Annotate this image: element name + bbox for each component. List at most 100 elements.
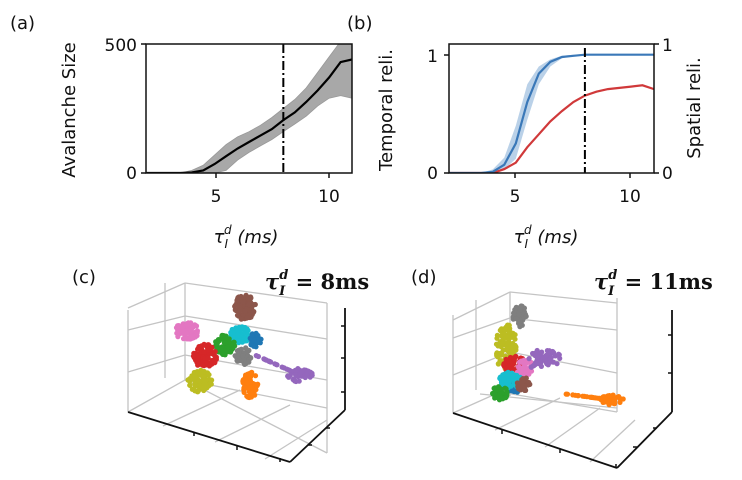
- panel-c-title: τId = 8ms: [265, 268, 369, 299]
- grid-line: [127, 315, 186, 331]
- grid-line: [127, 379, 186, 413]
- scatter-point: [538, 363, 545, 369]
- scatter-point: [233, 354, 239, 360]
- y-right-tick-label: 0: [662, 164, 673, 184]
- grid-line: [184, 379, 328, 454]
- panel-c-scatter: [173, 292, 315, 401]
- scatter-point: [510, 350, 516, 356]
- grid-line: [509, 291, 618, 304]
- scatter-point: [539, 349, 545, 355]
- scatter-point: [523, 313, 529, 319]
- scatter-point: [532, 350, 538, 356]
- scatter-point: [240, 380, 246, 386]
- scatter-point: [218, 346, 224, 352]
- scatter-point: [180, 336, 187, 342]
- cluster-7: [232, 345, 254, 367]
- scatter-point: [246, 301, 252, 307]
- scatter-point: [237, 307, 243, 314]
- scatter-point: [305, 368, 311, 374]
- cluster-1: [240, 369, 261, 401]
- scatter-point: [246, 359, 252, 365]
- scatter-point: [588, 394, 595, 400]
- scatter-point: [611, 401, 618, 407]
- scatter-point: [502, 385, 508, 391]
- scatter-point: [228, 349, 234, 355]
- scatter-point: [251, 337, 257, 343]
- x-tick-label: 10: [318, 187, 340, 207]
- x-tick-label: 10: [619, 187, 641, 207]
- scatter-point: [597, 395, 603, 401]
- cluster-3: [190, 341, 219, 369]
- scatter-point: [195, 353, 201, 359]
- scatter-point: [292, 371, 298, 377]
- scatter-point: [584, 394, 590, 400]
- scatter-point: [234, 331, 241, 338]
- scatter-point: [279, 364, 285, 370]
- scatter-point: [546, 348, 553, 354]
- scatter-point: [518, 369, 524, 375]
- y-tick-label: 0: [126, 164, 137, 184]
- scatter-point: [501, 377, 507, 383]
- scatter-point: [175, 334, 181, 340]
- scatter-point: [521, 383, 528, 389]
- y-right-tick-label: 1: [662, 36, 673, 56]
- cluster-5: [232, 292, 258, 322]
- panel-label-d: (d): [411, 267, 436, 288]
- scatter-point: [541, 354, 547, 360]
- scatter-point: [242, 324, 248, 331]
- scatter-point: [304, 372, 310, 378]
- scatter-point: [241, 389, 247, 395]
- scatter-point: [208, 381, 214, 387]
- scatter-point: [222, 340, 229, 346]
- scatter-point: [196, 377, 202, 384]
- scatter-point: [504, 340, 511, 346]
- axis-line: [289, 409, 346, 463]
- scatter-point: [250, 309, 256, 315]
- scatter-point: [273, 361, 279, 368]
- cluster-8: [185, 367, 215, 395]
- scatter-point: [505, 364, 511, 370]
- scatter-point: [234, 348, 240, 354]
- scatter-point: [200, 369, 206, 375]
- scatter-point: [497, 327, 503, 333]
- scatter-point: [252, 373, 259, 379]
- grid-line: [509, 317, 618, 331]
- scatter-point: [502, 327, 508, 333]
- scatter-point: [187, 382, 193, 388]
- scatter-point: [506, 324, 512, 330]
- scatter-point: [495, 361, 501, 367]
- cluster-2: [212, 332, 238, 358]
- grid-line: [184, 282, 328, 304]
- scatter-point: [511, 333, 517, 339]
- scatter-point: [251, 343, 257, 349]
- scatter-point: [194, 330, 200, 336]
- scatter-point: [501, 381, 507, 387]
- scatter-point: [507, 330, 513, 336]
- scatter-point: [498, 350, 505, 356]
- scatter-point: [234, 357, 240, 364]
- cluster-4: [253, 353, 315, 385]
- scatter-point: [238, 295, 244, 301]
- scatter-point: [575, 393, 581, 399]
- grid-line: [589, 419, 636, 463]
- scatter-point: [244, 315, 250, 321]
- cluster-0: [247, 330, 264, 350]
- axis-line: [616, 411, 673, 469]
- x-tick-label: 5: [211, 187, 222, 207]
- scatter-point: [252, 301, 258, 308]
- scatter-point: [242, 308, 248, 314]
- scatter-point: [184, 320, 190, 327]
- scatter-point: [570, 392, 576, 398]
- scatter-point: [230, 335, 236, 341]
- scatter-point: [188, 328, 194, 334]
- scatter-point: [494, 332, 500, 338]
- scatter-point: [234, 312, 241, 318]
- scatter-point: [193, 323, 200, 329]
- scatter-point: [192, 374, 198, 380]
- scatter-point: [261, 356, 267, 362]
- grid-line: [162, 389, 241, 427]
- cluster-1: [563, 391, 626, 408]
- panel-d-title: τId = 11ms: [594, 268, 713, 299]
- temporal-band: [449, 54, 654, 173]
- scatter-point: [516, 312, 522, 318]
